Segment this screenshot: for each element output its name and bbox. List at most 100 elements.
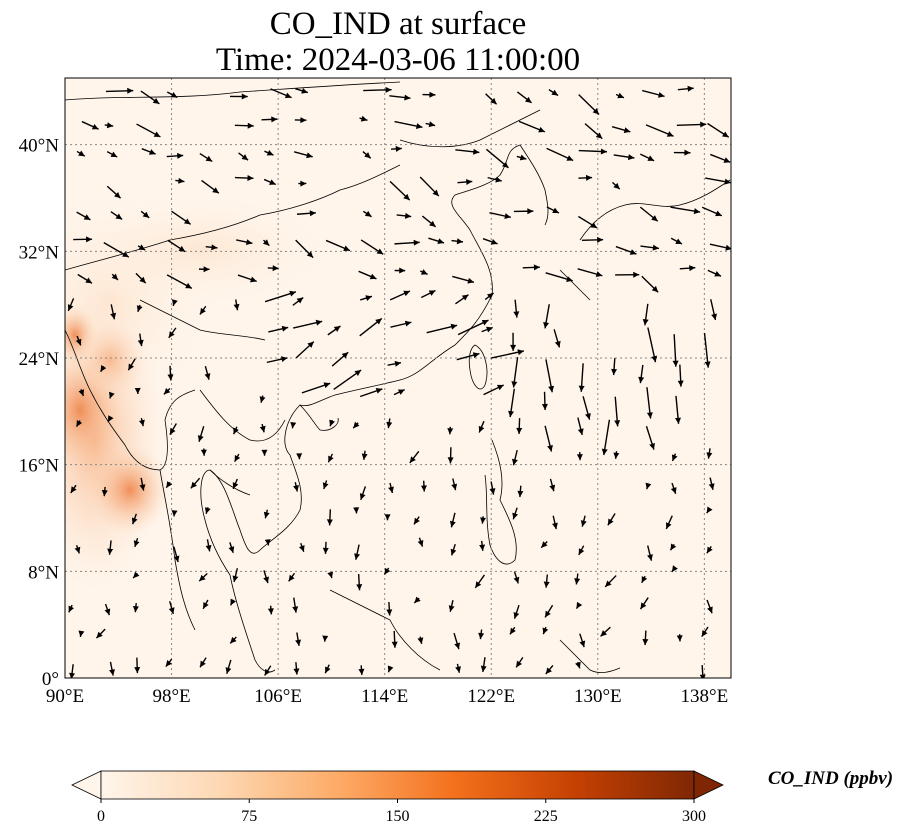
wind-arrow-head: [613, 182, 620, 190]
wind-arrow-head: [607, 518, 614, 526]
wind-arrow-head: [437, 238, 445, 245]
wind-arrow-head: [183, 218, 191, 225]
wind-arrow-head: [259, 396, 266, 403]
colorbar-tick-label: 75: [241, 808, 257, 825]
wind-arrow-head: [327, 571, 334, 579]
wind-arrow-head: [148, 149, 156, 155]
wind-arrow-head: [486, 326, 493, 333]
wind-arrow-head: [403, 290, 410, 297]
wind-arrow-head: [467, 277, 474, 284]
wind-arrow-head: [578, 548, 585, 555]
wind-arrow-head: [595, 271, 603, 278]
wind-arrow-head: [133, 571, 140, 579]
wind-arrow-head: [292, 606, 299, 613]
wind-arrow-head: [519, 154, 527, 161]
wind-arrow-head: [289, 290, 296, 297]
wind-arrow-head: [388, 486, 394, 493]
wind-arrow-head: [687, 85, 694, 92]
wind-arrow-head: [541, 403, 548, 410]
wind-arrow-head: [168, 331, 175, 338]
wind-arrow-head: [138, 419, 145, 427]
wind-arrow-head: [466, 178, 473, 185]
wind-arrow-head: [100, 365, 107, 372]
wind-arrow-head: [706, 506, 713, 514]
wind-arrow-head: [454, 642, 461, 650]
wind-arrow-head: [293, 668, 300, 675]
wind-arrow-head: [114, 191, 121, 199]
wind-arrow-head: [399, 267, 406, 274]
wind-arrow-head: [394, 360, 402, 367]
wind-arrow-head: [429, 220, 436, 227]
wind-arrow-head: [642, 318, 649, 326]
wind-arrow-head: [510, 344, 517, 351]
wind-arrow-head: [185, 282, 192, 289]
wind-arrow-head: [295, 639, 302, 646]
wind-arrow-head: [245, 239, 253, 246]
wind-arrow-head: [241, 154, 249, 161]
wind-arrow-head: [714, 271, 722, 277]
wind-arrow-head: [386, 609, 393, 616]
wind-arrow-head: [322, 635, 329, 642]
wind-arrow-head: [490, 239, 498, 245]
wind-arrow-head: [205, 155, 213, 162]
wind-arrow-head: [670, 487, 677, 494]
wind-arrow-head: [595, 132, 603, 139]
colorbar-tick-label: 225: [534, 808, 558, 825]
wind-arrow-head: [322, 547, 329, 554]
wind-arrow-head: [590, 222, 598, 228]
wind-arrow-head: [647, 155, 655, 161]
wind-arrow-head: [579, 640, 586, 648]
wind-arrow-head: [232, 482, 239, 489]
wind-arrow-head: [651, 215, 658, 222]
wind-arrow-head: [115, 213, 123, 220]
wind-arrow-head: [138, 244, 146, 251]
lat-tick-label: 8°N: [28, 562, 59, 583]
wind-arrow-head: [552, 207, 559, 214]
wind-arrow-head: [479, 544, 486, 551]
wind-arrow-head: [264, 668, 271, 676]
wind-arrow-head: [541, 541, 548, 548]
wind-arrow-head: [385, 86, 392, 93]
wind-arrow-head: [288, 574, 295, 582]
lat-tick-label: 0°: [42, 669, 59, 690]
wind-arrow-head: [597, 236, 604, 243]
wind-arrow-head: [487, 293, 494, 300]
wind-arrow-head: [496, 384, 504, 391]
wind-arrow-head: [109, 669, 115, 676]
wind-arrow-head: [261, 449, 268, 456]
lon-tick-label: 114°E: [361, 686, 408, 707]
wind-arrow-head: [574, 578, 581, 585]
wind-arrow-head: [197, 435, 204, 442]
wind-arrow-head: [538, 126, 545, 133]
wind-arrow-head: [211, 244, 218, 251]
colorbar-label: CO_IND (ppbv): [768, 768, 894, 789]
wind-arrow-head: [262, 239, 270, 246]
colorbar: 0 75 150 225 300: [71, 770, 724, 825]
wind-arrow-head: [323, 382, 331, 389]
wind-arrow-head: [617, 92, 624, 99]
wind-arrow-head: [511, 381, 518, 388]
wind-arrow-head: [263, 576, 269, 584]
wind-arrow-head: [575, 661, 581, 669]
wind-arrow-head: [203, 266, 210, 273]
wind-arrow-head: [110, 151, 118, 158]
wind-arrow-head: [449, 520, 456, 528]
wind-arrow-head: [328, 455, 334, 463]
wind-arrow-head: [104, 608, 111, 616]
wind-arrow-head: [490, 97, 497, 105]
wind-arrow-head: [165, 660, 172, 667]
wind-arrow-head: [354, 553, 360, 560]
wind-arrow-head: [266, 149, 274, 156]
wind-arrow-head: [134, 667, 141, 674]
wind-arrow-head: [450, 548, 457, 556]
wind-arrow-head: [647, 554, 653, 561]
colorbar-extend-high: [693, 770, 724, 800]
wind-arrow-head: [450, 323, 458, 330]
wind-arrow-head: [600, 630, 607, 637]
wind-arrow-head: [533, 264, 540, 271]
wind-arrow-head: [420, 485, 427, 492]
wind-arrow-head: [585, 174, 593, 181]
wind-arrow-head: [203, 602, 209, 609]
wind-arrow-head: [513, 311, 520, 318]
